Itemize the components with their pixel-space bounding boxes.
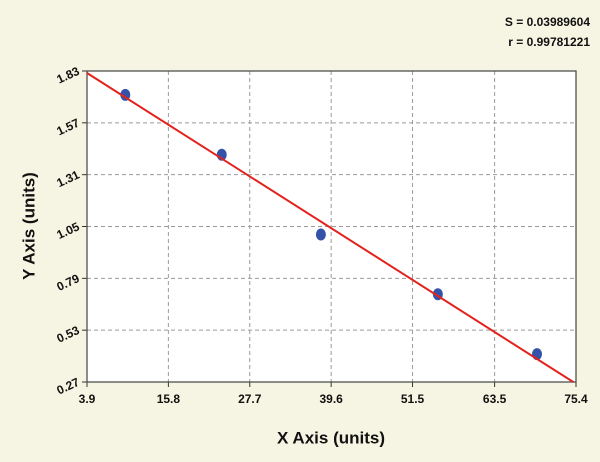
annotation: S = 0.03989604 [505,15,590,29]
y-axis-title: Y Axis (units) [19,172,38,280]
y-tick-label: 0.53 [55,323,82,346]
x-tick-label: 3.9 [79,392,96,406]
x-tick-label: 15.8 [157,392,181,406]
x-tick-label: 63.5 [483,392,507,406]
data-point [315,228,326,241]
x-tick-label: 51.5 [401,392,425,406]
annotation: r = 0.99781221 [508,35,590,49]
y-tick-label: 1.57 [55,116,82,139]
x-tick-label: 75.4 [564,392,588,406]
y-tick-label: 1.05 [55,219,82,242]
x-axis-title: X Axis (units) [277,428,385,447]
x-tick-label: 27.7 [238,392,262,406]
plot-border [86,70,577,383]
y-tick-label: 1.83 [55,64,82,87]
y-tick-label: 0.79 [55,271,82,294]
fit-line [86,72,574,383]
x-tick-label: 39.6 [319,392,343,406]
y-tick-label: 1.31 [55,167,82,190]
